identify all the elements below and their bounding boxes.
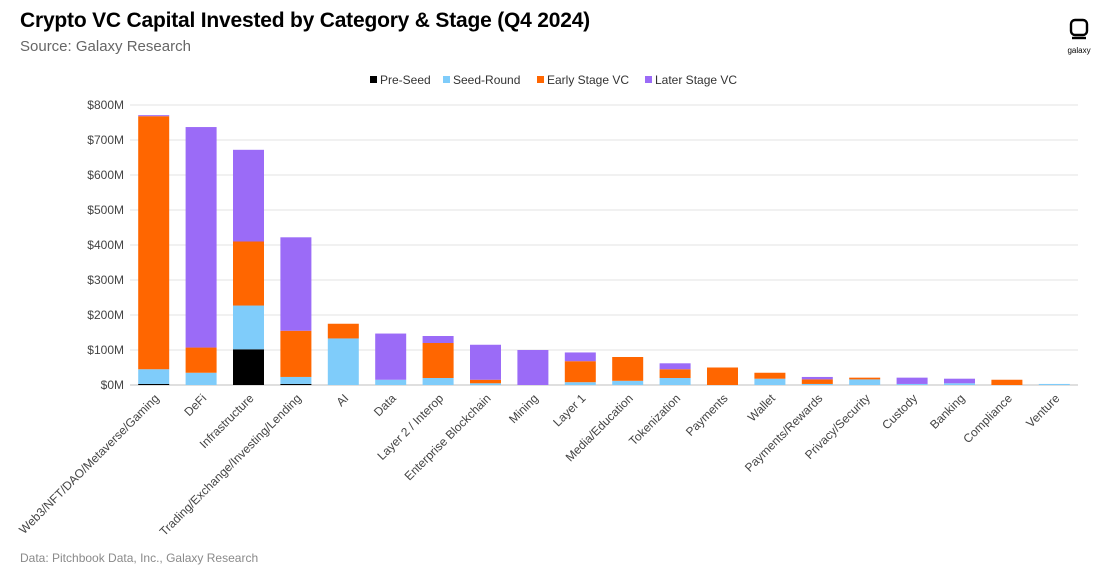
bar-segment [801,383,833,385]
bar-segment [327,323,359,339]
y-tick-label: $400M [87,238,124,252]
legend-label: Later Stage VC [655,73,737,87]
bar-segment [422,378,454,385]
bar-segment [280,376,312,384]
bar-segment [138,116,170,370]
bar-segment [375,333,407,380]
y-tick-label: $300M [87,273,124,287]
bar-segment [707,367,738,385]
chart-title: Crypto VC Capital Invested by Category &… [20,9,590,32]
x-axis: Web3/NFT/DAO/Metaverse/Gaming DeFiInfrast… [16,391,1062,539]
x-tick-label: Banking [927,391,968,432]
bar-segment [185,347,217,373]
bar-segment [564,352,596,362]
x-tick-label: Layer 1 [550,391,588,429]
bar-segment [280,383,312,385]
x-tick-label: Compliance [960,391,1015,446]
data-source-footer: Data: Pitchbook Data, Inc., Galaxy Resea… [20,551,259,565]
bar-segment [659,378,691,385]
x-tick-label: Payments [683,391,731,439]
bar-segment [470,344,501,380]
bar-segment [612,380,644,385]
legend-label: Seed-Round [453,73,520,87]
x-tick-label: Web3/NFT/DAO/Metaverse/Gaming [16,391,162,537]
bar-segment [138,383,170,385]
bar-segment [280,237,312,331]
y-tick-label: $600M [87,168,124,182]
y-tick-label: $700M [87,133,124,147]
bar-segment [422,336,454,343]
x-tick-label: Enterprise Blockchain [402,391,494,483]
bar-segment [659,363,691,370]
x-tick-label: Custody [879,391,920,432]
bar-segment [233,305,264,350]
legend-swatch [443,76,450,83]
bar-segment [849,377,881,380]
bar-segment [801,376,833,380]
bar-segment [280,330,312,377]
bar-segment [991,379,1023,385]
bar-segment [754,378,786,385]
bar-segment [422,343,454,378]
bar-segment [517,350,549,385]
x-tick-label: Data [371,391,399,419]
bar-segment [944,378,975,384]
legend-swatch [645,76,652,83]
legend-label: Pre-Seed [380,73,431,87]
legend-swatch [537,76,544,83]
y-axis: $0M $100M $200M $300M $400M $500M $600M $700M $8… [87,98,124,392]
y-tick-label: $100M [87,343,124,357]
bar-segment [138,115,170,117]
bars [138,115,1070,385]
bar-segment [233,349,264,385]
bar-segment [944,383,975,385]
bar-segment [138,369,170,384]
bar-segment [754,372,786,379]
grid-lines [130,104,1078,386]
y-tick-label: $500M [87,203,124,217]
x-tick-label: Wallet [745,391,779,425]
galaxy-logo: galaxy [1062,18,1096,55]
bar-segment [896,377,928,384]
bar-segment [896,383,928,385]
bar-segment [185,127,217,348]
bar-segment [233,241,264,306]
bar-segment [564,361,596,383]
y-tick-label: $200M [87,308,124,322]
y-tick-label: $0M [101,378,124,392]
x-tick-label: Mining [506,391,541,426]
bar-segment [612,357,644,381]
galaxy-logo-text: galaxy [1067,46,1091,55]
y-tick-label: $800M [87,98,124,112]
bar-segment [470,383,501,385]
bar-segment [659,369,691,378]
x-tick-label: Venture [1023,391,1062,430]
bar-segment [1038,383,1070,385]
legend: Pre-Seed Seed-Round Early Stage VC Later St… [370,73,737,87]
bar-segment [801,379,833,384]
x-tick-label: Tokenization [626,391,683,448]
bar-segment [185,372,217,385]
bar-segment [327,338,359,385]
legend-swatch [370,76,377,83]
bar-segment [564,382,596,385]
x-tick-label: DeFi [181,391,209,419]
legend-label: Early Stage VC [547,73,629,87]
bar-segment [375,379,407,385]
galaxy-logo-icon [1069,18,1089,40]
chart-subtitle: Source: Galaxy Research [20,38,191,55]
bar-segment [470,379,501,384]
bar-segment [849,379,881,385]
x-tick-label: AI [334,391,352,409]
bar-segment [233,149,264,242]
